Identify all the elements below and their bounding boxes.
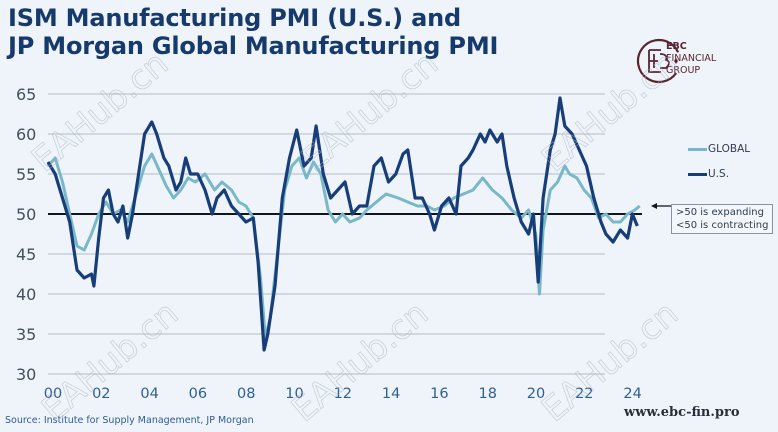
x-tick-label: 02 [92, 386, 110, 402]
y-tick-label: 65 [16, 85, 36, 104]
grid-lines [48, 93, 605, 375]
legend-swatch-us [688, 172, 707, 176]
legend-swatch-global [688, 147, 707, 151]
x-tick-label: 20 [527, 386, 545, 402]
ebc-logo-icon [636, 38, 682, 84]
chart-title: ISM Manufacturing PMI (U.S.) and JP Morg… [8, 4, 498, 60]
annotation-arrow [651, 203, 671, 209]
series-line-global [46, 152, 641, 340]
legend-label-global: GLOBAL [708, 143, 751, 155]
chart-title-line-2: JP Morgan Global Manufacturing PMI [8, 32, 499, 60]
logo-text-line-2: FINANCIAL [666, 53, 717, 64]
x-tick-label: 12 [334, 386, 352, 402]
x-tick-label: 16 [430, 386, 448, 402]
y-tick-label: 50 [16, 205, 36, 224]
x-tick-label: 00 [44, 386, 62, 402]
x-tick-label: 10 [285, 386, 303, 402]
x-tick-label: 14 [382, 386, 400, 402]
source-note: Source: Institute for Supply Management,… [5, 415, 254, 426]
website-url: www.ebc-fin.pro [624, 405, 740, 420]
legend-item-us: U.S. [688, 168, 729, 180]
x-tick-label: 08 [237, 386, 255, 402]
legend-label-us: U.S. [708, 168, 730, 180]
chart-title-line-1: ISM Manufacturing PMI (U.S.) and [8, 4, 461, 32]
note-line-1: >50 is expanding [676, 207, 764, 218]
y-tick-label: 35 [16, 325, 36, 344]
x-tick-label: 18 [478, 386, 496, 402]
x-tick-label: 22 [575, 386, 593, 402]
series-line-us [46, 96, 639, 352]
note-line-2: <50 is contracting [676, 220, 769, 231]
legend-item-global: GLOBAL [688, 143, 750, 155]
y-tick-label: 55 [16, 165, 36, 184]
y-tick-label: 30 [16, 365, 36, 384]
y-tick-label: 45 [16, 245, 36, 264]
y-tick-label: 60 [16, 125, 36, 144]
logo-text: EBC FINANCIAL GROUP [666, 41, 716, 77]
x-tick-label: 24 [623, 386, 641, 402]
expansion-contraction-note: >50 is expanding <50 is contracting [671, 204, 774, 234]
x-tick-label: 04 [140, 386, 158, 402]
logo-text-line-1: EBC [666, 41, 687, 52]
series-lines [46, 96, 641, 352]
y-axis-ticks: 30 35 40 45 50 55 60 65 [16, 85, 36, 384]
arrow-head-icon [651, 203, 657, 209]
y-tick-label: 40 [16, 285, 36, 304]
x-tick-label: 06 [189, 386, 207, 402]
logo-text-line-3: GROUP [666, 65, 701, 76]
x-axis-ticks: 00 02 04 06 08 10 12 14 16 18 20 22 24 [44, 386, 642, 402]
